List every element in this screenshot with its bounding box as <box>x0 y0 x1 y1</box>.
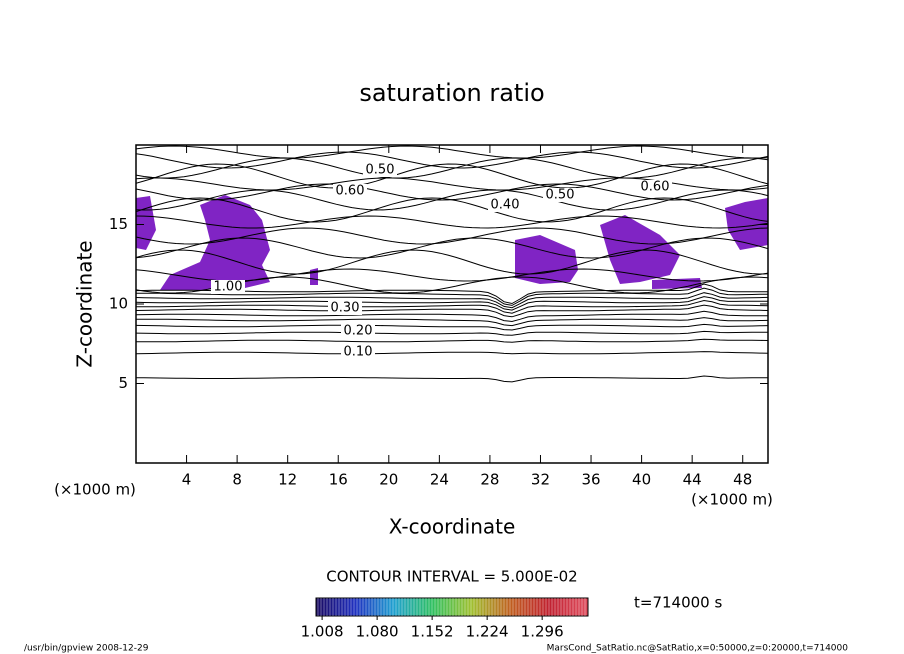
contour-line <box>136 249 768 275</box>
contour-label: 0.60 <box>641 180 670 195</box>
x-tick-label: 28 <box>480 471 499 489</box>
colorbar <box>315 597 589 617</box>
contour-label: 0.30 <box>331 301 360 316</box>
shaded-region <box>136 196 156 250</box>
shaded-region <box>725 198 768 250</box>
footer-left: /usr/bin/gpview 2008-12-29 <box>24 644 149 654</box>
contour-line <box>136 157 768 179</box>
contour-interval: CONTOUR INTERVAL = 5.000E-02 <box>326 568 577 586</box>
contour-line <box>136 299 768 314</box>
y-axis-unit: (×1000 m) <box>54 481 136 499</box>
x-tick-label: 48 <box>733 471 752 489</box>
y-tick-label: 5 <box>118 374 128 392</box>
contour-line <box>136 145 768 159</box>
x-tick-label: 12 <box>278 471 297 489</box>
contour-line <box>136 338 768 343</box>
y-axis-label: Z-coordinate <box>73 240 97 367</box>
x-tick-label: 4 <box>182 471 192 489</box>
contour-label-bg <box>341 324 375 338</box>
contour-label: 0.50 <box>546 188 575 203</box>
contour-line <box>136 215 768 229</box>
colorbar-tick-label: 1.296 <box>521 623 564 641</box>
contour-line <box>136 177 768 191</box>
contour-label-bg <box>638 180 672 194</box>
x-tick-label: 8 <box>232 471 242 489</box>
y-tick-label: 15 <box>109 215 128 233</box>
x-tick-label: 32 <box>531 471 550 489</box>
shaded-region <box>600 215 680 284</box>
x-tick-label: 40 <box>632 471 651 489</box>
contour-line <box>136 375 768 383</box>
x-tick-label: 24 <box>430 471 449 489</box>
x-tick-label: 16 <box>329 471 348 489</box>
footer-right: MarsCond_SatRatio.nc@SatRatio,x=0:50000,… <box>547 644 849 654</box>
colorbar-tick-label: 1.008 <box>301 623 344 641</box>
contour-label: 0.10 <box>344 345 373 360</box>
colorbar-tick-label: 1.080 <box>356 623 399 641</box>
x-axis-unit: (×1000 m) <box>691 491 773 509</box>
contour-label-bg <box>341 345 375 359</box>
x-tick-label: 20 <box>379 471 398 489</box>
contour-label: 0.40 <box>491 198 520 213</box>
plot-frame <box>135 144 769 464</box>
colorbar-tick-label: 1.152 <box>411 623 454 641</box>
contour-label-bg <box>543 188 577 202</box>
contour-line <box>136 296 768 311</box>
plot-area: 0.500.600.400.600.501.000.300.200.10 <box>136 145 768 383</box>
contour-label-bg <box>328 301 362 315</box>
contour-label-bg <box>363 163 397 177</box>
contour-line <box>136 197 768 223</box>
contour-line <box>136 292 768 309</box>
contour-line <box>136 189 768 211</box>
chart-title: saturation ratio <box>359 79 544 107</box>
contour-line <box>136 227 768 245</box>
shaded-region <box>310 268 318 285</box>
contour-line <box>136 163 768 189</box>
contour-line <box>136 304 768 318</box>
contour-line <box>136 330 768 336</box>
contour-line <box>136 237 768 259</box>
contour-label: 0.20 <box>344 324 373 339</box>
contour-label: 0.60 <box>336 184 365 199</box>
contour-label-bg <box>488 198 522 212</box>
contour-line <box>136 323 768 331</box>
y-tick-label: 10 <box>109 295 128 313</box>
colorbar-tick-label: 1.224 <box>466 623 509 641</box>
contour-line <box>136 287 768 306</box>
contour-line <box>136 351 768 355</box>
contour-label: 1.00 <box>214 280 243 295</box>
contour-label: 0.50 <box>366 163 395 178</box>
x-tick-label: 44 <box>683 471 702 489</box>
contour-line <box>136 317 768 327</box>
contour-label-bg <box>211 280 245 294</box>
contour-label-bg <box>333 184 367 198</box>
x-tick-label: 36 <box>581 471 600 489</box>
x-axis-label: X-coordinate <box>389 515 516 539</box>
time-label: t=714000 s <box>634 594 722 612</box>
contour-line <box>136 310 768 323</box>
